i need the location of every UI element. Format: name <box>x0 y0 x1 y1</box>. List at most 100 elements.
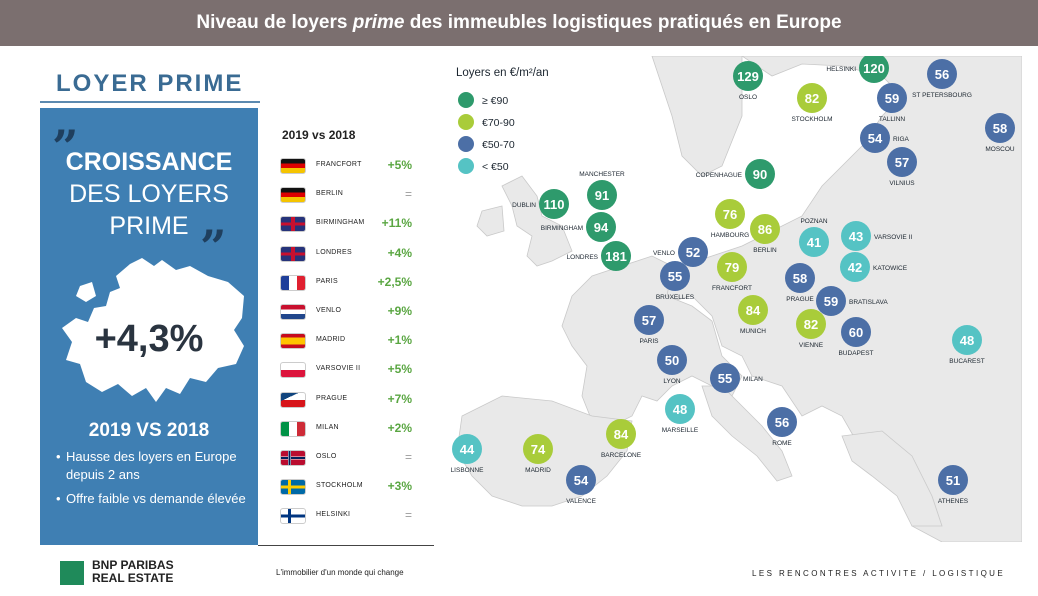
city-value: 82 <box>804 317 818 332</box>
city-marker <box>452 434 482 464</box>
city-label: VENLO <box>653 250 675 257</box>
spain-flag-icon <box>280 333 306 350</box>
comparison-city: LONDRES <box>316 248 352 256</box>
legend-label: < €50 <box>482 161 509 173</box>
city-label: BARCELONE <box>601 452 642 459</box>
uk-flag-icon <box>280 245 306 262</box>
city-label: KATOWICE <box>873 265 908 272</box>
city-markers: 129 OSLO 120 HELSINKI 56 ST PETERSBOURG 82 STOC… <box>451 56 1015 505</box>
city-label: VIENNE <box>799 342 824 349</box>
bnp-logo-icon <box>60 561 84 585</box>
city-marker <box>767 407 797 437</box>
city-marker <box>816 286 846 316</box>
city-label: BIRMINGHAM <box>541 225 583 232</box>
city-label: RIGA <box>893 136 910 143</box>
city-value: 94 <box>594 220 609 235</box>
city-marker <box>738 295 768 325</box>
quote-close-icon: ” <box>200 220 227 274</box>
city-label: MILAN <box>743 376 763 383</box>
czech-flag-icon <box>280 391 306 408</box>
city-marker <box>523 434 553 464</box>
comparison-value: +4% <box>387 245 412 260</box>
france-flag-icon <box>280 274 306 291</box>
city-value: 57 <box>895 155 909 170</box>
city-label: TALLINN <box>879 116 906 123</box>
city-value: 48 <box>960 333 974 348</box>
city-value: 90 <box>753 167 767 182</box>
city-marker <box>733 61 763 91</box>
city-value: 57 <box>642 313 656 328</box>
city-label: ROME <box>772 440 792 447</box>
city-marker <box>877 83 907 113</box>
city-label: FRANCFORT <box>712 285 752 292</box>
headline-line-3: PRIME <box>109 212 189 240</box>
city-label: STOCKHOLM <box>791 116 832 123</box>
city-label: VARSOVIE II <box>874 234 912 241</box>
city-label: BRUXELLES <box>656 294 695 301</box>
city-value: 59 <box>885 91 899 106</box>
legend-label: ≥ €90 <box>482 95 508 107</box>
city-marker <box>665 394 695 424</box>
title-part-2: des immeubles logistiques pratiqués en E… <box>404 12 842 33</box>
city-label: BUDAPEST <box>838 350 873 357</box>
norway-flag-icon <box>280 449 306 466</box>
city-value: 51 <box>946 473 960 488</box>
city-label: PRAGUE <box>786 296 814 303</box>
city-label: MANCHESTER <box>579 171 625 178</box>
section-title: LOYER PRIME <box>56 70 244 97</box>
brand-line-2: REAL ESTATE <box>92 571 174 585</box>
comparison-city: HELSINKI <box>316 511 351 519</box>
comparison-value: +5% <box>387 158 412 172</box>
city-label: COPENHAGUE <box>696 172 743 179</box>
comparison-row: VARSOVIE II +5% <box>276 356 426 385</box>
city-marker <box>840 252 870 282</box>
city-label: ST PETERSBOURG <box>912 92 972 99</box>
comparison-value: +2% <box>387 420 412 435</box>
city-value: 60 <box>849 325 863 340</box>
city-value: 58 <box>793 271 807 286</box>
city-label: LISBONNE <box>451 467 485 474</box>
city-value: 54 <box>868 131 883 146</box>
city-label: VALENCE <box>566 498 597 505</box>
city-marker <box>601 241 631 271</box>
comparison-value: +3% <box>387 479 412 494</box>
city-value: 74 <box>531 442 546 457</box>
comparison-value: +9% <box>387 303 412 318</box>
city-label: BRATISLAVA <box>849 299 888 306</box>
comparison-city: VENLO <box>316 306 342 314</box>
city-label: OSLO <box>739 94 757 101</box>
city-label: MOSCOU <box>985 146 1015 153</box>
comparison-city: PARIS <box>316 277 338 285</box>
city-value: 41 <box>807 235 821 250</box>
comparison-row: MILAN +2% <box>276 415 426 444</box>
city-value: 43 <box>849 229 863 244</box>
city-marker <box>566 465 596 495</box>
comparison-value: +1% <box>387 333 412 348</box>
city-marker <box>634 305 664 335</box>
headline-line-1: CROISSANCE <box>65 148 233 176</box>
city-marker <box>715 199 745 229</box>
finland-flag-icon <box>280 508 306 525</box>
comparison-list: FRANCFORT +5% BERLIN = BIRMINGHAM +11% LONDRES… <box>276 152 426 531</box>
legend-label: €50-70 <box>482 139 515 151</box>
comparison-row: OSLO = <box>276 444 426 473</box>
title-emphasis: prime <box>352 12 405 33</box>
netherlands-flag-icon <box>280 303 306 320</box>
page-title: Niveau de loyers prime des immeubles log… <box>0 0 1038 46</box>
city-value: 82 <box>805 91 819 106</box>
bullet-item: Hausse des loyers en Europe depuis 2 ans <box>56 448 252 484</box>
city-value: 129 <box>737 69 759 84</box>
city-label: MUNICH <box>740 328 766 335</box>
section-divider <box>40 101 260 103</box>
city-marker <box>660 261 690 291</box>
city-value: 79 <box>725 260 739 275</box>
city-value: 55 <box>668 269 682 284</box>
comparison-header: 2019 vs 2018 <box>282 128 356 142</box>
germany-flag-icon <box>280 187 306 204</box>
legend-swatch <box>458 158 474 174</box>
comparison-row: FRANCFORT +5% <box>276 152 426 181</box>
europe-map: Loyers en €/m²/an ≥ €90 €70-90 €50-70 < €50… <box>451 56 1022 542</box>
city-marker <box>796 309 826 339</box>
map-legend: ≥ €90 €70-90 €50-70 < €50 <box>458 92 515 174</box>
city-value: 52 <box>686 245 700 260</box>
